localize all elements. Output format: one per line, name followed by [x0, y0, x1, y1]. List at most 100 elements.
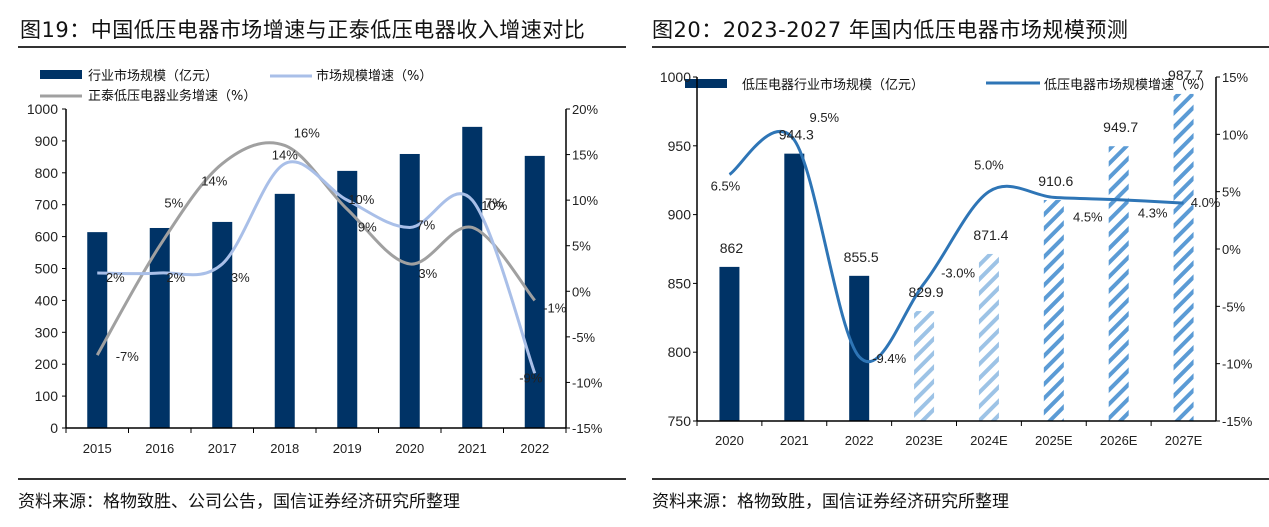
legend-swatch-bar	[685, 79, 727, 88]
legend-label-growth: 低压电器市场规模增速（%）	[1044, 77, 1212, 93]
data-label-chint-growth: -7%	[116, 349, 140, 364]
data-label-growth: 9.5%	[809, 110, 839, 125]
y-tick-label-left: 800	[35, 165, 59, 181]
y-tick-label-right: 10%	[572, 193, 598, 208]
legend-label-chint-growth: 正泰低压电器业务增速（%）	[88, 88, 256, 104]
x-tick-label: 2020	[395, 441, 424, 456]
y-tick-label-left: 700	[35, 197, 59, 213]
y-tick-label-right: -10%	[1222, 357, 1253, 372]
y-tick-label-left: 750	[668, 413, 692, 429]
y-tick-label-left: 0	[50, 420, 58, 436]
data-label-bar: 944.3	[779, 127, 814, 143]
bar-2019	[337, 170, 358, 429]
y-tick-label-left: 1000	[660, 69, 691, 85]
data-label-market-growth: 2%	[166, 270, 185, 285]
bar-2022	[849, 275, 870, 421]
data-label-bar: 855.5	[844, 249, 879, 265]
y-tick-label-right: 10%	[1222, 127, 1248, 142]
data-label-chint-growth: 7%	[485, 195, 504, 210]
title-rule	[18, 46, 626, 48]
data-label-market-growth: -9%	[519, 370, 543, 385]
x-tick-label: 2019	[333, 441, 362, 456]
y-tick-label-left: 900	[35, 133, 59, 149]
x-tick-label: 2022	[845, 433, 874, 448]
x-tick-label: 2024E	[970, 433, 1008, 448]
line-market-growth	[97, 160, 537, 374]
y-tick-label-left: 1000	[27, 101, 58, 117]
y-tick-label-right: 0%	[572, 284, 591, 299]
data-label-chint-growth: 5%	[164, 196, 183, 211]
figure-20-source: 资料来源：格物致胜，国信证券经济研究所整理	[652, 492, 1009, 512]
data-label-market-growth: 7%	[416, 217, 435, 232]
data-label-growth: -3.0%	[941, 265, 975, 280]
y-tick-label-left: 500	[35, 261, 59, 277]
data-label-market-growth: 2%	[106, 270, 125, 285]
x-tick-label: 2018	[270, 441, 299, 456]
data-label-bar: 987.7	[1168, 67, 1203, 83]
data-label-market-growth: 10%	[481, 198, 507, 213]
bar-2026E	[1108, 146, 1129, 421]
figure-19-title: 图19：中国低压电器市场增速与正泰低压电器收入增速对比	[20, 18, 586, 42]
data-label-bar: 829.9	[909, 284, 944, 300]
x-tick-label: 2016	[145, 441, 174, 456]
data-label-bar: 871.4	[973, 227, 1008, 243]
bar-2027E	[1173, 93, 1194, 421]
bar-2020	[719, 266, 740, 421]
y-tick-label-left: 900	[668, 207, 692, 223]
y-tick-label-right: -10%	[572, 375, 603, 390]
x-tick-label: 2021	[458, 441, 487, 456]
data-label-growth: 4.5%	[1073, 209, 1103, 224]
data-label-growth: 4.0%	[1191, 195, 1221, 210]
data-label-bar: 910.6	[1038, 173, 1073, 189]
y-tick-label-left: 850	[668, 275, 692, 291]
bar-2025E	[1043, 200, 1064, 421]
y-tick-label-right: 15%	[572, 148, 598, 163]
figure-19-source: 资料来源：格物致胜、公司公告，国信证券经济研究所整理	[18, 492, 460, 512]
y-tick-label-left: 800	[668, 344, 692, 360]
data-label-chint-growth: 14%	[201, 174, 227, 189]
bar-2023E	[914, 311, 935, 421]
data-label-chint-growth: 16%	[294, 125, 320, 140]
data-label-chint-growth: 3%	[418, 266, 437, 281]
data-label-growth: 5.0%	[974, 158, 1004, 173]
x-tick-label: 2022	[520, 441, 549, 456]
bar-2020	[399, 153, 420, 428]
source-rule	[18, 478, 626, 480]
data-label-chint-growth: -1%	[543, 300, 567, 315]
x-tick-label: 2015	[83, 441, 112, 456]
figure-20-panel: 图20：2023-2027 年国内低压电器市场规模预测 低压电器行业市场规模（亿…	[640, 0, 1269, 527]
y-tick-label-right: -15%	[1222, 414, 1253, 429]
legend-label-bar: 行业市场规模（亿元）	[88, 68, 218, 84]
bar-2024E	[978, 253, 999, 421]
y-tick-label-right: 20%	[572, 102, 598, 117]
figure-19-panel: 图19：中国低压电器市场增速与正泰低压电器收入增速对比 行业市场规模（亿元） 市场…	[0, 0, 628, 527]
data-label-growth: 6.5%	[711, 178, 741, 193]
bar-2021	[462, 126, 483, 428]
data-label-market-growth: 3%	[231, 270, 250, 285]
bar-2021	[784, 153, 805, 422]
x-tick-label: 2023E	[905, 433, 943, 448]
data-label-growth: 4.3%	[1138, 206, 1168, 221]
figure-20-chart: 低压电器行业市场规模（亿元） 低压电器市场规模增速（%） 750 800 850 900 9…	[660, 67, 1253, 448]
data-label-growth: -9.4%	[872, 351, 906, 366]
data-label-chint-growth: 9%	[358, 219, 377, 234]
bar-2018	[274, 193, 295, 428]
y-tick-label-left: 600	[35, 229, 59, 245]
figure-20-title: 图20：2023-2027 年国内低压电器市场规模预测	[652, 18, 1129, 42]
data-label-bar: 949.7	[1103, 119, 1138, 135]
bar-2016	[149, 227, 170, 428]
y-tick-label-left: 950	[668, 138, 692, 154]
data-label-market-growth: 10%	[348, 192, 374, 207]
y-tick-label-right: 5%	[1222, 185, 1241, 200]
x-tick-label: 2017	[208, 441, 237, 456]
y-tick-label-right: -15%	[572, 421, 603, 436]
x-tick-label: 2025E	[1035, 433, 1073, 448]
x-tick-label: 2020	[715, 433, 744, 448]
bar-2015	[87, 232, 108, 428]
y-tick-label-left: 400	[35, 292, 59, 308]
y-tick-label-left: 300	[35, 324, 59, 340]
figure-19-chart: 行业市场规模（亿元） 市场规模增速（%） 正泰低压电器业务增速（%） 0 100 200 3…	[27, 68, 603, 456]
line-chint-growth	[95, 141, 536, 356]
legend-label-bar: 低压电器行业市场规模（亿元）	[742, 77, 924, 93]
source-rule	[652, 478, 1269, 480]
